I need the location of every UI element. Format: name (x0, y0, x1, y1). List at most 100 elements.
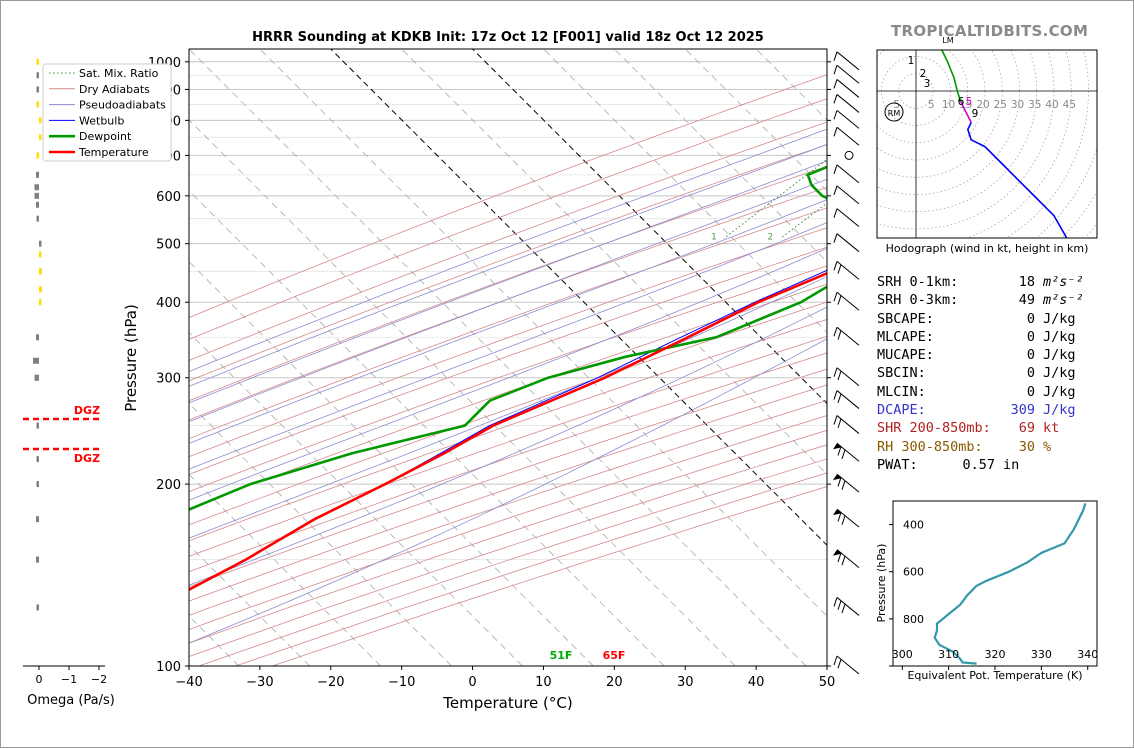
omega-bar (39, 134, 42, 140)
calm-wind-marker (845, 151, 853, 159)
legend-entry: Dewpoint (79, 130, 132, 143)
y-tick-label: 500 (156, 238, 181, 253)
wind-barb-shaft (837, 368, 859, 386)
wind-barb-shaft (837, 292, 859, 310)
theta-e-y-tick-label: 600 (903, 566, 924, 579)
wind-barb-feather (834, 127, 837, 136)
legend-entry: Dry Adiabats (79, 83, 150, 96)
hodograph-height-label: 1 (908, 55, 915, 67)
wind-barb-feather (838, 659, 841, 668)
wind-barb-feather (834, 327, 837, 336)
param-value: 69 (877, 419, 1035, 437)
surface-dewpoint-label: 51F (550, 649, 573, 662)
param-unit: kt (1043, 419, 1059, 437)
hodograph-ring-label: 40 (1045, 99, 1058, 111)
sat-mix-line (878, 49, 1134, 239)
sat-mix-line (1018, 49, 1134, 239)
wind-barb-feather (842, 450, 845, 459)
omega-axis-label: Omega (Pa/s) (27, 693, 115, 708)
wind-barb-feather (834, 65, 837, 74)
param-value: 0 (877, 346, 1035, 364)
omega-bar (37, 423, 40, 429)
wind-barb-shaft (837, 209, 859, 227)
wind-barb-feather (842, 556, 845, 565)
legend-entry: Sat. Mix. Ratio (79, 67, 159, 80)
dgz-label-bottom: DGZ (74, 452, 100, 465)
param-unit: m²s⁻² (1043, 273, 1084, 291)
x-tick-label: 40 (748, 675, 765, 690)
wind-barb-feather (834, 94, 837, 103)
omega-bar (39, 241, 42, 247)
omega-bar (37, 456, 40, 462)
sat-mix-line (1062, 49, 1134, 239)
sat-mix-line (999, 49, 1134, 239)
wind-barb-shaft (837, 65, 859, 83)
omega-bar (37, 101, 40, 107)
x-tick-label: −30 (246, 675, 273, 690)
wind-barb-feather (838, 331, 841, 340)
wind-barb-feather (834, 391, 837, 400)
theta-e-x-tick-label: 330 (1031, 648, 1052, 661)
wind-barb-feather (834, 368, 837, 377)
sat-mix-line (841, 49, 1099, 239)
hodograph-ring-label: 25 (994, 99, 1007, 111)
hodograph-ring-label: 10 (942, 99, 955, 111)
theta-e-x-axis-label: Equivalent Pot. Temperature (K) (907, 669, 1082, 682)
param-row: RH 300-850mb:30% (877, 438, 991, 456)
param-value: 30 (877, 438, 1035, 456)
wind-barb-feather (834, 597, 837, 606)
hodograph-title: Hodograph (wind in kt, height in km) (886, 242, 1089, 255)
omega-bar (36, 516, 39, 522)
wind-barb-feather (838, 265, 841, 274)
hodograph-height-label: 3 (924, 78, 931, 90)
wind-barb-shaft (837, 165, 859, 183)
wind-barb-feather (834, 165, 837, 174)
wind-barb-feather (838, 296, 841, 305)
wind-barb-feather (834, 234, 837, 243)
mixing-ratio-label: 2 (767, 233, 773, 243)
sat-mix-line (975, 49, 1134, 239)
omega-bar (39, 286, 42, 292)
theta-e-y-tick-label: 800 (903, 613, 924, 626)
param-unit: J/kg (1043, 383, 1076, 401)
y-tick-label: 300 (156, 372, 181, 387)
surface-temperature-label: 65F (603, 649, 626, 662)
param-unit: J/kg (1043, 310, 1076, 328)
wind-barb-shaft (837, 234, 859, 252)
isotherm-line (189, 49, 806, 666)
sat-mix-line (954, 49, 1134, 239)
omega-bar (37, 152, 40, 158)
param-value: 49 (877, 291, 1035, 309)
param-unit: % (1043, 438, 1051, 456)
omega-bar (36, 172, 39, 178)
wind-barb-feather (842, 604, 845, 613)
x-tick-label: −20 (317, 675, 344, 690)
wind-barb-shaft (837, 186, 859, 204)
wind-barb-feather (838, 371, 841, 380)
wind-barb-shaft (837, 52, 859, 70)
wind-barb-shaft (837, 110, 859, 128)
theta-e-y-axis-label: Pressure (hPa) (875, 544, 888, 623)
param-value: 0 (877, 383, 1035, 401)
omega-bar (39, 117, 42, 123)
x-tick-label: 20 (606, 675, 623, 690)
wind-barb-shaft (837, 327, 859, 345)
hodograph-ring-label: 45 (1063, 99, 1076, 111)
wind-barb-shaft (837, 261, 859, 279)
omega-bar (35, 193, 40, 199)
storm-motion-rm-label: RM (888, 109, 901, 118)
omega-tick-label: 0 (36, 673, 43, 686)
omega-bar (37, 604, 40, 610)
wind-barb-shaft (837, 94, 859, 112)
omega-bar (37, 481, 40, 487)
x-tick-label: −40 (175, 675, 202, 690)
omega-bar (36, 334, 39, 340)
storm-motion-lm-label: LM (942, 36, 953, 45)
